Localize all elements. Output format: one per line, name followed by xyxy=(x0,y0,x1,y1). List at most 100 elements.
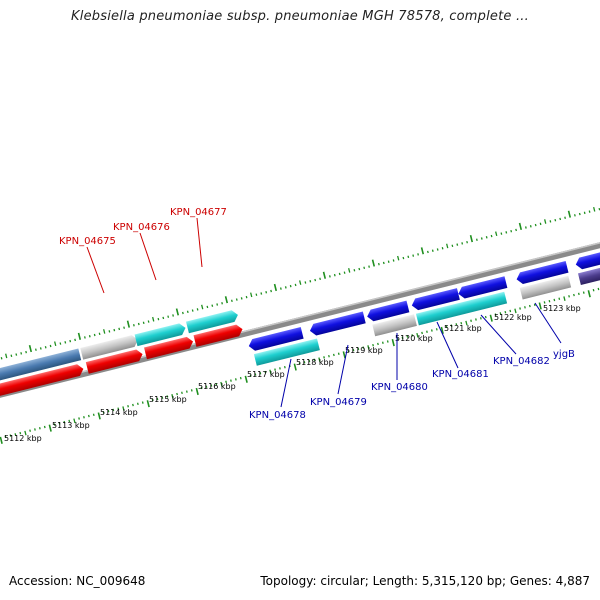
scale-tick xyxy=(411,334,414,337)
gene-label-yjgb[interactable]: yjgB xyxy=(553,349,575,360)
scale-tick xyxy=(15,353,18,356)
scale-tick xyxy=(450,324,453,327)
gene-forward-red-3[interactable] xyxy=(144,336,194,360)
scale-tick xyxy=(270,289,272,293)
gene-reverse-blue-4[interactable] xyxy=(410,288,460,311)
gene-steelblue[interactable] xyxy=(0,348,82,394)
scale-tick xyxy=(254,373,257,376)
gene-kpn-04676[interactable] xyxy=(134,322,187,347)
label-leader xyxy=(280,358,292,408)
gene-label-kpn-04679[interactable]: KPN_04679 xyxy=(310,397,367,408)
scale-tick xyxy=(205,385,208,388)
label-leader xyxy=(480,314,517,355)
scale-tick xyxy=(465,320,468,326)
gene-kpn-04682[interactable] xyxy=(519,275,572,300)
scale-label: 5123 kbp xyxy=(543,304,581,313)
scale-tick xyxy=(103,329,106,334)
gene-label-kpn-04678[interactable]: KPN_04678 xyxy=(249,410,306,421)
scale-tick xyxy=(593,206,596,212)
scale-tick xyxy=(274,368,276,371)
scale-tick xyxy=(146,400,150,408)
gene-label-kpn-04675[interactable]: KPN_04675 xyxy=(59,236,116,247)
scale-tick xyxy=(479,317,482,320)
scale-tick xyxy=(568,295,570,298)
scale-tick xyxy=(49,344,52,348)
scale-tick xyxy=(582,291,585,294)
scale-tick xyxy=(509,309,512,313)
scale-tick xyxy=(88,335,91,338)
scale-tick xyxy=(510,229,513,233)
scale-tick xyxy=(308,359,311,363)
gene-forward-red-2[interactable] xyxy=(85,348,144,374)
gene-kpn-04677[interactable] xyxy=(186,309,239,334)
gene-label-kpn-04680[interactable]: KPN_04680 xyxy=(371,382,428,393)
scale-tick xyxy=(417,253,419,256)
scale-tick xyxy=(309,280,312,283)
scale-tick xyxy=(470,319,472,322)
scale-tick xyxy=(362,346,365,349)
scale-tick xyxy=(20,352,23,355)
scale-tick xyxy=(132,324,135,327)
accession-text: Accession: NC_009648 xyxy=(9,574,146,588)
scale-tick xyxy=(475,238,478,241)
scale-tick xyxy=(421,331,423,335)
gene-reverse-blue-3[interactable] xyxy=(366,300,410,323)
scale-tick xyxy=(436,248,439,251)
scale-tick xyxy=(564,216,566,219)
gene-yjgb[interactable] xyxy=(577,261,600,286)
gene-label-kpn-04682[interactable]: KPN_04682 xyxy=(493,356,550,367)
scale-tick xyxy=(337,352,340,355)
scale-tick xyxy=(156,397,159,401)
gene-label-kpn-04681[interactable]: KPN_04681 xyxy=(432,369,489,380)
scale-tick xyxy=(123,326,125,329)
scale-tick xyxy=(206,305,209,309)
scale-tick xyxy=(469,235,474,243)
gene-label-kpn-04677[interactable]: KPN_04677 xyxy=(170,207,227,218)
scale-tick xyxy=(53,423,56,426)
scale-tick xyxy=(19,431,22,435)
label-leader xyxy=(86,246,105,294)
scale-tick xyxy=(185,390,188,393)
gene-label-kpn-04676[interactable]: KPN_04676 xyxy=(113,222,170,233)
scale-tick xyxy=(221,302,223,305)
scale-tick xyxy=(528,304,531,308)
scale-tick xyxy=(553,298,556,302)
scale-tick xyxy=(371,259,376,267)
scale-tick xyxy=(220,381,223,387)
gene-forward-red-1[interactable] xyxy=(0,363,85,409)
scale-tick xyxy=(485,236,488,239)
scale-tick xyxy=(83,336,86,339)
gene-kpn-04678[interactable] xyxy=(253,338,320,366)
scale-tick xyxy=(313,358,316,362)
scale-tick xyxy=(475,318,477,321)
scale-tick xyxy=(186,310,189,314)
gene-pseudo[interactable] xyxy=(80,334,139,360)
scale-tick xyxy=(225,380,227,384)
gene-reverse-blue-7[interactable] xyxy=(574,246,600,270)
gene-reverse-blue-1[interactable] xyxy=(247,327,304,352)
scale-tick xyxy=(259,372,262,375)
scale-tick xyxy=(577,292,580,296)
scale-tick xyxy=(347,350,350,353)
scale-tick xyxy=(136,402,139,406)
gene-forward-red-4[interactable] xyxy=(193,323,244,347)
scale-tick xyxy=(558,297,561,300)
scale-tick xyxy=(0,436,3,444)
scale-tick xyxy=(69,339,72,343)
gene-kpn-04681[interactable] xyxy=(415,291,508,326)
scale-label: 5122 kbp xyxy=(494,313,532,322)
position-scale-labels: 5112 kbp 5113 kbp 5114 kbp 5115 kbp 5116… xyxy=(4,304,581,443)
scale-tick xyxy=(34,348,37,351)
scale-label: 5119 kbp xyxy=(345,346,383,355)
scale-label: 5121 kbp xyxy=(444,324,482,333)
gene-kpn-04680[interactable] xyxy=(372,314,417,337)
scale-tick xyxy=(524,226,527,229)
scale-tick xyxy=(333,273,336,277)
scale-tick xyxy=(392,259,395,262)
scale-tick xyxy=(412,254,415,257)
scale-tick xyxy=(38,427,41,430)
gene-reverse-blue-5[interactable] xyxy=(457,276,508,299)
gene-reverse-blue-2[interactable] xyxy=(308,311,366,337)
gene-reverse-blue-6[interactable] xyxy=(515,260,569,285)
